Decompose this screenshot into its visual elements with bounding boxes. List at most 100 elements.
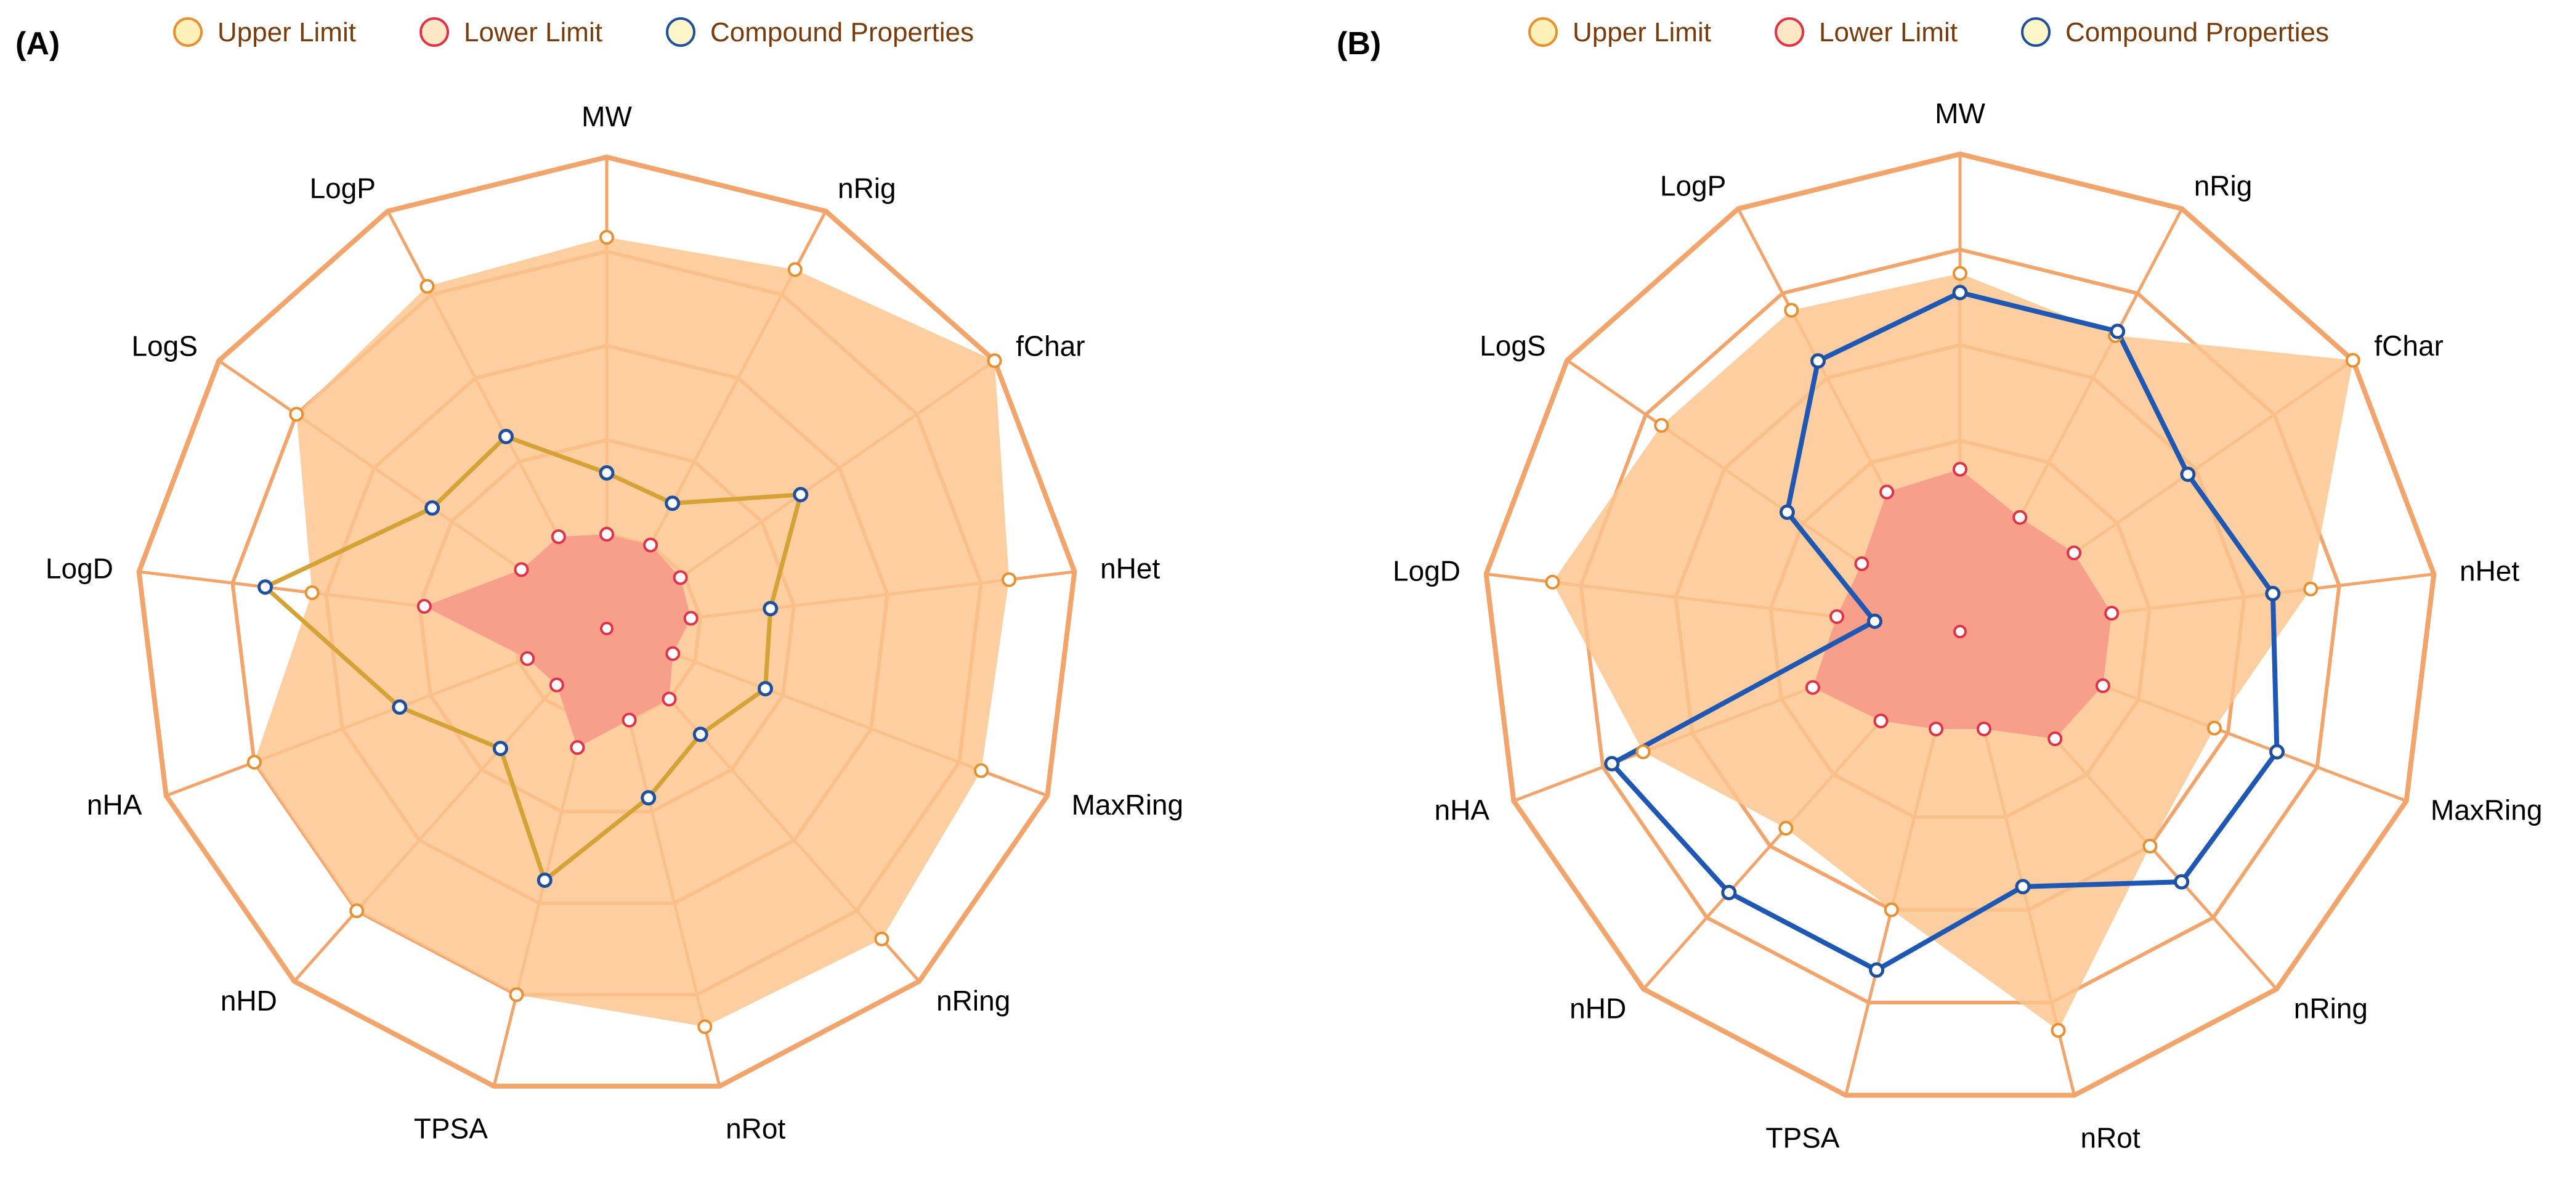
axis-label-nrot: nRot	[726, 1113, 785, 1145]
axis-label-fchar: fChar	[2374, 330, 2443, 362]
radar-panel-b: (B) Upper Limit Lower Limit Compound Proper…	[1337, 17, 2542, 1154]
upper-limit-point-tpsa	[509, 987, 524, 1003]
axis-label-nhet: nHet	[2460, 555, 2519, 587]
axis-label-mw: MW	[1935, 97, 1985, 129]
lower-limit-point-nhd	[1873, 714, 1889, 728]
upper-limit-point-fchar	[2345, 352, 2360, 368]
compound-point-nring	[2174, 874, 2190, 890]
lower-limit-point-nrig	[2012, 510, 2028, 525]
compound-point-nrig	[665, 495, 681, 511]
lower-limit-point-nrot	[1976, 722, 1991, 736]
upper-limit-point-nha	[1635, 744, 1651, 760]
upper-limit-point-logd	[1545, 574, 1560, 590]
legend-label-upper-limit: Upper Limit	[1573, 17, 1711, 47]
lower-limit-point-nring	[2047, 731, 2063, 746]
lower-limit-point-logd	[1829, 609, 1844, 624]
upper-limit-point-nrot	[2051, 1023, 2066, 1038]
legend-label-lower-limit: Lower Limit	[1819, 17, 1958, 47]
legend-marker-lower-limit	[1775, 17, 1804, 47]
lower-limit-point-logd	[416, 599, 432, 614]
center-point	[600, 622, 614, 635]
upper-limit-point-mw	[1953, 266, 1967, 281]
compound-point-nring	[692, 726, 708, 743]
lower-limit-point-nhet	[683, 611, 699, 626]
axis-label-logs: LogS	[131, 330, 197, 362]
lower-limit-point-maxring	[2095, 678, 2110, 693]
axis-label-nha: nHA	[1435, 794, 1490, 826]
lower-limit-area	[1812, 469, 2112, 739]
lower-limit-point-logs	[1854, 556, 1869, 571]
compound-properties-line	[1609, 290, 2280, 973]
lower-limit-point-nrot	[622, 712, 637, 728]
compound-point-nhd	[493, 741, 508, 757]
compound-point-mw	[599, 465, 615, 481]
compound-point-logd	[1867, 613, 1882, 629]
axis-label-nhd: nHD	[1569, 993, 1626, 1025]
lower-limit-point-fchar	[673, 570, 688, 585]
grid-ring-outer	[1483, 151, 2437, 1098]
axis-label-mw: MW	[581, 100, 632, 132]
upper-limit-point-nring	[2142, 839, 2158, 854]
axis-label-logp: LogP	[1660, 170, 1726, 202]
compound-point-mw	[1952, 285, 1968, 301]
axis-labels: MW nRig fChar nHet MaxRing nRing nRot TPSA nHD nH…	[46, 100, 1183, 1145]
panel-label: (A)	[15, 26, 60, 62]
lower-limit-point-nha	[520, 651, 535, 666]
compound-point-nhet	[2265, 585, 2281, 601]
axis-label-tpsa: TPSA	[1765, 1121, 1839, 1154]
upper-limit-point-nrig	[787, 262, 803, 277]
axis-label-nrig: nRig	[838, 172, 896, 204]
upper-limit-point-nhet	[2303, 581, 2319, 596]
compound-properties-line	[263, 434, 803, 882]
compound-point-logs	[1779, 504, 1795, 520]
lower-limit-point-tpsa	[1929, 722, 1944, 736]
axis-label-tpsa: TPSA	[414, 1113, 488, 1145]
lower-limit-point-nring	[662, 691, 677, 707]
axis-label-nrot: nRot	[2081, 1121, 2141, 1154]
axis-label-fchar: fChar	[1016, 330, 1085, 362]
panel-label: (B)	[1337, 26, 1381, 62]
legend-label-compound-properties: Compound Properties	[710, 17, 974, 47]
compound-point-maxring	[758, 681, 773, 697]
lower-limit-point-tpsa	[570, 740, 585, 755]
upper-limit-point-maxring	[974, 763, 989, 778]
upper-limit-point-logp	[1784, 303, 1799, 318]
axis-label-maxring: MaxRing	[2431, 794, 2543, 826]
compound-point-fchar	[2180, 466, 2196, 482]
lower-limit-point-mw	[1953, 462, 1967, 477]
upper-limit-point-nhet	[1002, 572, 1017, 587]
compound-point-nha	[1604, 755, 1620, 771]
upper-limit-point-fchar	[987, 353, 1002, 368]
lower-limit-point-maxring	[665, 646, 681, 661]
legend-marker-compound-properties	[2021, 17, 2051, 47]
legend-label-lower-limit: Lower Limit	[464, 17, 602, 47]
lower-limit-point-logs	[514, 562, 529, 577]
legend-marker-compound-properties	[666, 17, 695, 47]
upper-limit-point-logp	[419, 279, 435, 294]
compound-point-logd	[257, 579, 273, 595]
upper-limit-point-tpsa	[1884, 902, 1899, 918]
legend-marker-upper-limit	[173, 17, 203, 47]
upper-limit-point-logs	[289, 407, 304, 422]
lower-limit-area	[424, 534, 691, 748]
upper-limit-point-mw	[599, 230, 614, 245]
radar-panel-a: (A) Upper Limit Lower Limit Compound Proper…	[15, 17, 1183, 1145]
compound-point-nhd	[1721, 885, 1737, 900]
upper-limit-point-nha	[246, 755, 262, 770]
axis-label-nring: nRing	[936, 985, 1010, 1017]
legend-label-upper-limit: Upper Limit	[217, 17, 356, 47]
markers	[246, 230, 1017, 1035]
legend: Upper Limit Lower Limit Compound Propertie…	[173, 17, 974, 47]
legend: Upper Limit Lower Limit Compound Propertie…	[1528, 17, 2329, 47]
compound-point-nhet	[763, 601, 779, 617]
compound-point-nha	[392, 699, 408, 715]
legend-marker-upper-limit	[1528, 17, 1558, 47]
upper-limit-point-nhd	[1778, 821, 1794, 836]
compound-point-nrot	[2015, 879, 2031, 895]
lower-limit-point-nhet	[2104, 606, 2120, 621]
axis-label-logd: LogD	[1393, 555, 1460, 587]
compound-point-logp	[498, 428, 514, 444]
axis-label-nrig: nRig	[2194, 170, 2253, 202]
compound-point-maxring	[2269, 744, 2285, 760]
